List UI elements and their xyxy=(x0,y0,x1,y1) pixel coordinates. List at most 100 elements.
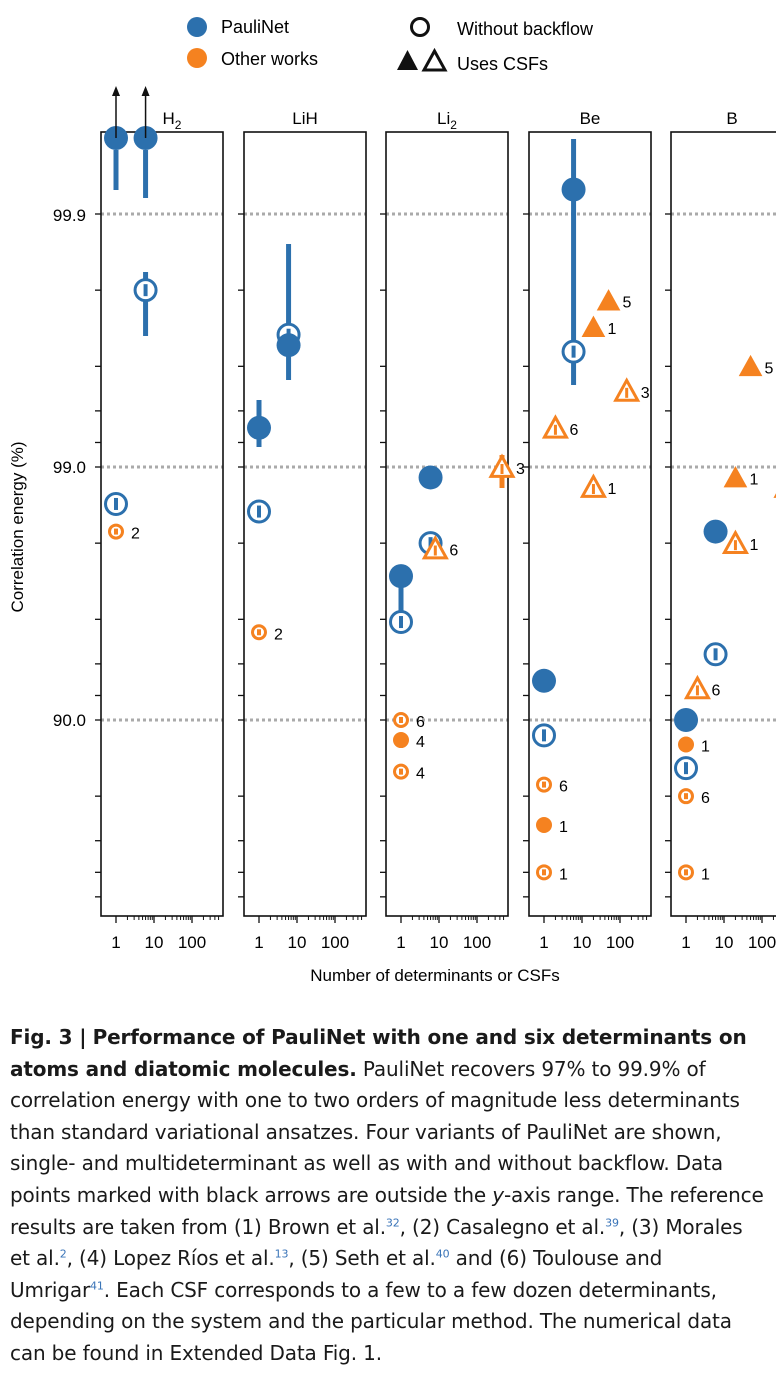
paulinet-point xyxy=(418,465,443,490)
legend-csf-label: Uses CSFs xyxy=(457,54,548,74)
paulinet-point xyxy=(276,333,301,358)
reference-label: 6 xyxy=(711,682,720,699)
reference-label: 1 xyxy=(559,866,568,883)
caption-text: and (6) Toulouse and Umrigar xyxy=(10,1246,663,1302)
caption-ref[interactable]: 2 xyxy=(59,1247,67,1261)
panel-frame xyxy=(385,131,509,917)
legend-paulinet-label: PauliNet xyxy=(221,17,289,37)
caption-figure-label: Fig. 3 | xyxy=(10,1025,87,1049)
caption-ref[interactable]: 40 xyxy=(435,1247,450,1261)
reference-label: 1 xyxy=(607,321,616,338)
caption-text: , (4) Lopez Ríos et al. xyxy=(66,1246,275,1271)
legend-backflow-label: Without backflow xyxy=(457,19,594,39)
reference-label: 1 xyxy=(749,537,758,554)
x-tick-label: 1 xyxy=(539,933,548,952)
paulinet-point xyxy=(247,415,271,440)
legend-other-label: Other works xyxy=(221,49,318,69)
x-tick-label: 10 xyxy=(715,933,734,952)
reference-label: 3 xyxy=(641,385,650,402)
reference-label: 1 xyxy=(607,481,616,498)
y-axis-label: Correlation energy (%) xyxy=(8,441,27,612)
y-tick-label: 99.9 xyxy=(53,206,86,225)
panel-title: Be xyxy=(580,109,601,128)
reference-label: 4 xyxy=(416,766,425,783)
panel-title-subscript: 2 xyxy=(175,118,182,132)
x-axis-label: Number of determinants or CSFs xyxy=(310,966,559,985)
x-tick-label: 100 xyxy=(321,933,349,952)
reference-label: 2 xyxy=(131,526,140,543)
paulinet-point xyxy=(532,668,556,693)
caption-ref[interactable]: 32 xyxy=(385,1215,400,1229)
x-tick-label: 10 xyxy=(145,933,164,952)
reference-label: 4 xyxy=(416,734,425,751)
csf-filled-marker xyxy=(738,354,763,377)
x-tick-label: 10 xyxy=(573,933,592,952)
y-tick-label: 99.0 xyxy=(53,458,86,477)
legend-paulinet-marker xyxy=(187,17,207,37)
x-tick-label: 10 xyxy=(288,933,307,952)
x-tick-label: 100 xyxy=(606,933,634,952)
x-tick-label: 1 xyxy=(396,933,405,952)
other-work-point xyxy=(678,736,694,753)
other-work-point xyxy=(393,732,409,749)
csf-filled-marker xyxy=(596,289,621,311)
panel-title: LiH xyxy=(292,109,318,128)
paulinet-point xyxy=(561,177,586,202)
x-tick-label: 1 xyxy=(681,933,690,952)
caption-title: Performance of PauliNet with one and six… xyxy=(10,1025,747,1081)
reference-label: 2 xyxy=(274,626,283,643)
panel-frame xyxy=(528,131,652,917)
legend-csf-filled-marker xyxy=(397,50,418,70)
reference-label: 6 xyxy=(569,422,578,439)
caption-text: . Each CSF corresponds to a few to a few… xyxy=(10,1277,732,1365)
caption-text: , (2) Casalegno et al. xyxy=(399,1214,606,1239)
reference-label: 6 xyxy=(449,543,458,560)
panel-title: Li2 xyxy=(437,109,457,132)
caption-text: , (5) Seth et al. xyxy=(288,1246,436,1271)
x-tick-label: 100 xyxy=(463,933,491,952)
caption-text: , (3) Morales et al. xyxy=(10,1214,743,1271)
caption-ref[interactable]: 13 xyxy=(274,1247,289,1261)
panel-frame xyxy=(670,131,776,917)
legend-backflow-marker xyxy=(410,17,430,37)
caption-ref[interactable]: 39 xyxy=(605,1215,619,1229)
reference-label: 1 xyxy=(701,739,710,756)
figure: PauliNet Other works Without backflow Us… xyxy=(8,17,776,985)
reference-label: 6 xyxy=(701,790,710,807)
chart-panel: 1 10 100 LiH 2 xyxy=(238,109,367,952)
x-tick-label: 100 xyxy=(748,933,776,952)
panel-title: B xyxy=(726,109,737,128)
chart-panel: 110100B51316161 xyxy=(665,109,776,952)
x-tick-label: 1 xyxy=(254,933,263,952)
legend: PauliNet Other works Without backflow Us… xyxy=(187,17,594,74)
panel-title-subscript: 2 xyxy=(450,118,457,132)
caption-ref[interactable]: 41 xyxy=(90,1279,104,1293)
x-tick-label: 1 xyxy=(111,933,120,952)
offscale-arrowhead xyxy=(112,86,120,96)
csf-filled-marker xyxy=(581,315,606,337)
reference-label: 5 xyxy=(623,295,632,312)
offscale-arrowhead xyxy=(141,86,150,96)
csf-filled-marker xyxy=(723,465,748,488)
panel-frame xyxy=(243,131,367,917)
caption-text: y xyxy=(492,1182,504,1207)
paulinet-point xyxy=(674,708,698,732)
reference-label: 5 xyxy=(765,360,774,377)
paulinet-point xyxy=(389,564,413,589)
other-work-point xyxy=(536,816,552,833)
reference-label: 6 xyxy=(416,714,425,731)
panel-frame xyxy=(100,131,224,917)
figure-caption: Fig. 3 | Performance of PauliNet with on… xyxy=(10,1022,766,1370)
y-tick-label: 90.0 xyxy=(53,711,86,730)
caption-text: PauliNet recovers 97% to 99.9% of correl… xyxy=(10,1056,740,1207)
x-tick-label: 10 xyxy=(430,933,449,952)
legend-other-marker xyxy=(187,48,207,68)
chart-panel: 1 10 100 Li2 3 6 6 4 4 xyxy=(380,109,525,952)
reference-label: 1 xyxy=(701,866,710,883)
caption-text: -axis range. The reference results are t… xyxy=(10,1182,764,1239)
reference-label: 1 xyxy=(749,471,758,488)
reference-label: 3 xyxy=(516,461,525,478)
